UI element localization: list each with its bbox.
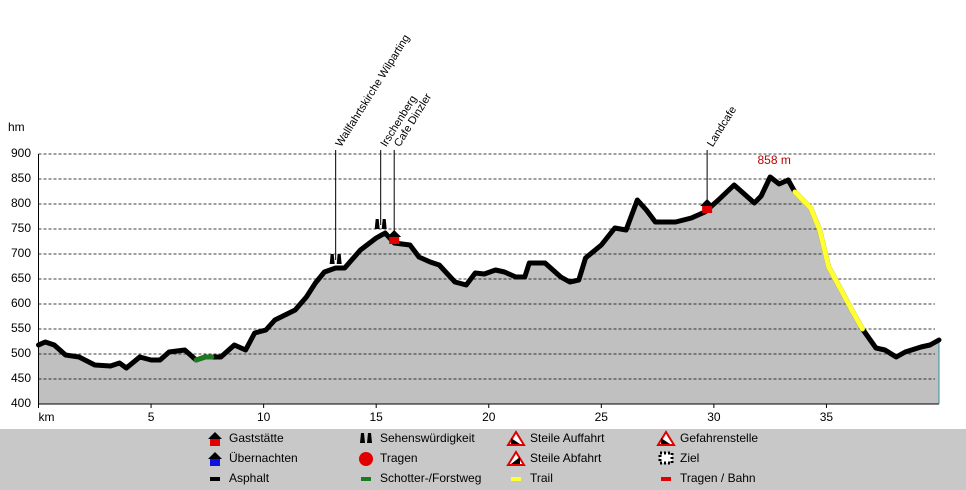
legend-label: Übernachten [229,451,298,465]
legend-icon [361,477,371,481]
icon-b [329,254,342,264]
icon-slope [511,438,520,444]
icon-body [210,439,220,446]
legend-label: Steile Auffahrt [530,431,605,445]
icon-slope [511,457,520,464]
x-tick-label: 25 [595,410,609,424]
icon-b [374,219,387,229]
legend-label: Gaststätte [229,431,284,445]
legend-label: Tragen / Bahn [680,471,756,485]
x-tick-label: km [39,410,55,424]
y-tick-label: 800 [11,196,31,210]
legend-label: Trail [530,471,553,485]
profile-line [193,354,215,363]
icon-roof [208,452,222,459]
legend-icon [658,451,674,465]
legend-icon [511,477,521,481]
y-tick-label: 900 [11,146,31,160]
max-label: 858 m [757,153,790,167]
icon-house [208,452,222,466]
profile-line [792,189,865,332]
legend-band [0,429,966,490]
y-tick-label: 650 [11,271,31,285]
x-tick-label: 20 [482,410,496,424]
legend-label: Asphalt [229,471,270,485]
legend-icon [661,477,671,481]
y-tick-label: 700 [11,246,31,260]
legend-icon [506,450,526,466]
icon-line [511,477,521,481]
legend-label: Steile Abfahrt [530,451,602,465]
icon-binoculars [329,254,342,264]
icon-body [389,237,400,244]
legend-icon [359,452,373,466]
legend-label: Sehenswürdigkeit [380,431,475,445]
icon-roof [208,432,222,439]
icon-flag [658,451,674,465]
y-tick-label: 500 [11,346,31,360]
annotation-label: Landcafe [705,104,739,149]
y-tick-label: 450 [11,371,31,385]
icon-slope [661,438,670,444]
icon-binoculars [374,219,387,229]
x-tick-label: 35 [820,410,834,424]
legend-icon [210,477,220,481]
icon-roof [700,199,715,206]
y-axis-label: hm [8,120,25,134]
icon-roof [387,230,402,237]
icon-house [208,432,222,446]
x-tick-label: 5 [148,410,155,424]
x-tick-label: 10 [257,410,271,424]
y-tick-label: 850 [11,171,31,185]
icon-body [210,459,220,466]
legend-label: Ziel [680,451,699,465]
icon-house [700,199,715,213]
x-tick-label: 15 [370,410,384,424]
icon-binoculars [360,433,372,443]
legend-label: Schotter-/Forstweg [380,471,481,485]
icon-line [210,477,220,481]
profile-area [38,177,939,404]
y-tick-label: 600 [11,296,31,310]
icon-line [661,477,671,481]
y-tick-label: 750 [11,221,31,235]
icon-stop [359,452,373,466]
icon-b [360,433,372,443]
legend-label: Gefahrenstelle [680,431,758,445]
y-tick-label: 550 [11,321,31,335]
icon-house [387,230,402,244]
legend-icon [656,430,676,446]
icon-line [361,477,371,481]
legend-icon [506,430,526,446]
legend-label: Tragen [380,451,418,465]
x-tick-label: 30 [707,410,721,424]
y-tick-label: 400 [11,396,31,410]
icon-body [702,206,713,213]
